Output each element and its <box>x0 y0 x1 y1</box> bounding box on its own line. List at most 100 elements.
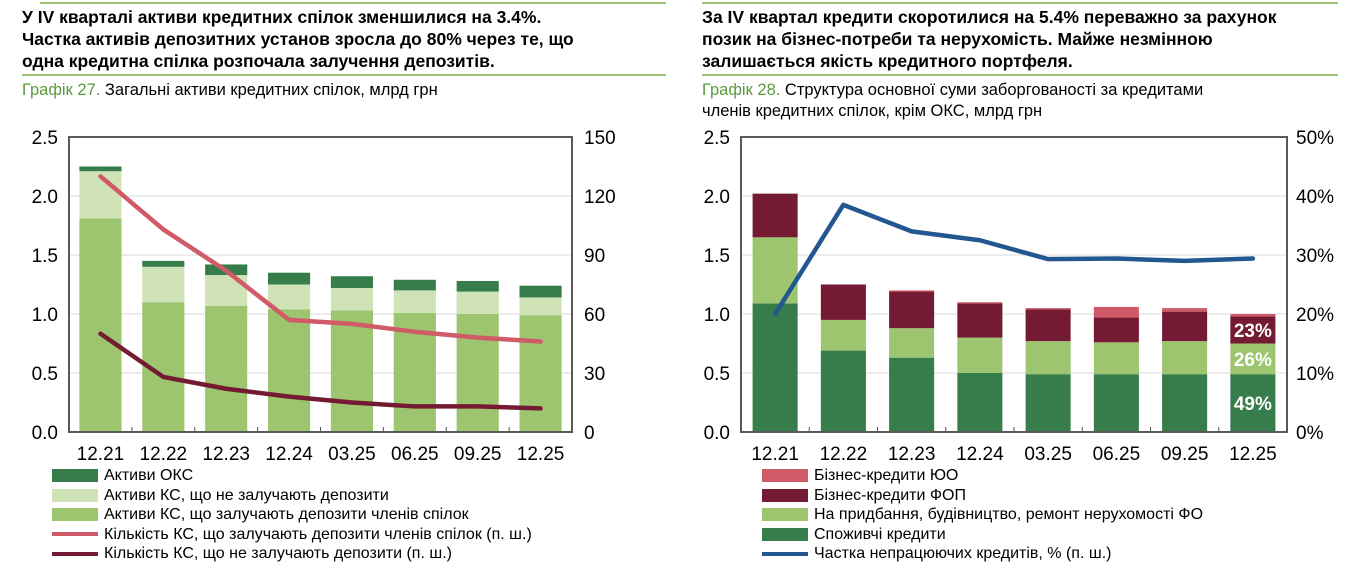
headline-line: У IV кварталі активи кредитних спілок зм… <box>22 7 542 27</box>
bar-segment <box>1093 317 1139 343</box>
bar-segment <box>1230 374 1276 432</box>
bar-segment <box>519 315 562 432</box>
x-tick-label: 12.23 <box>202 444 250 465</box>
plot-frame <box>740 136 1288 433</box>
headline-line: залишається якість кредитного портфеля. <box>702 51 1073 71</box>
caption-number: Графік 27. <box>22 81 101 99</box>
x-tick-label: 06.25 <box>391 444 439 465</box>
bar-segment <box>1025 309 1071 342</box>
legend-swatch <box>52 488 98 502</box>
bar-segment <box>1025 341 1071 375</box>
bar-segment <box>267 272 311 285</box>
legend-label: Частка непрацюючих кредитів, % (п. ш.) <box>814 545 1112 562</box>
bar-segment <box>957 303 1003 338</box>
bar-segment <box>889 328 935 358</box>
series-line <box>98 331 543 411</box>
bar-segment <box>957 302 1003 304</box>
headline-line: За IV квартал кредити скоротилися на 5.4… <box>702 7 1277 27</box>
bar-segment <box>393 290 436 313</box>
bar-segment <box>820 350 866 432</box>
y-tick-label: 0.5 <box>32 364 58 385</box>
bar-segment <box>1162 308 1208 312</box>
legend-item: Бізнес-кредити ЮО <box>762 466 1203 486</box>
x-tick-label: 12.24 <box>956 444 1004 465</box>
x-tick-label: 03.25 <box>328 444 376 465</box>
y-tick-label: 1.0 <box>32 305 58 326</box>
series-line <box>98 174 543 344</box>
bar-segment <box>330 310 374 432</box>
y2-tick-label: 50% <box>1296 128 1334 149</box>
left-caption: Графік 27. Загальні активи кредитних спі… <box>22 80 438 101</box>
bar-segment <box>1093 342 1139 375</box>
x-tick-label: 12.21 <box>751 444 799 465</box>
bar-segment <box>1230 343 1276 375</box>
y-tick-label: 1.5 <box>32 246 58 267</box>
bar-segment <box>142 260 185 267</box>
bar-segment <box>889 357 935 432</box>
bar-segment <box>456 314 499 432</box>
y-tick-label: 2.5 <box>704 128 730 149</box>
legend-label: Споживчі кредити <box>814 525 946 543</box>
y-tick-label: 2.5 <box>32 128 58 149</box>
y-tick-label: 1.5 <box>704 246 730 267</box>
bar-segment <box>752 193 798 238</box>
bar-segment <box>267 284 311 310</box>
bar-segment <box>1162 374 1208 432</box>
legend-label: Кількість КС, що залучають депозити член… <box>104 525 532 543</box>
bar-segment <box>393 279 436 291</box>
legend-swatch <box>52 508 98 522</box>
y2-tick-label: 30 <box>584 364 605 385</box>
bar-segment <box>79 218 122 432</box>
bar-segment <box>820 319 866 351</box>
loans-legend: Бізнес-кредити ЮО Бізнес-кредити ФОП На пр… <box>762 466 1203 564</box>
bar-segment <box>267 309 311 432</box>
legend-label: Кількість КС, що не залучають депозити (… <box>104 545 452 562</box>
x-tick-label: 12.24 <box>265 444 313 465</box>
y2-tick-label: 10% <box>1296 364 1334 385</box>
legend-line-icon <box>52 532 98 537</box>
right-headline: За IV квартал кредити скоротилися на 5.4… <box>702 6 1276 72</box>
assets-chart: 0.0 0 0.5 30 1.0 60 1.5 90 2.0 120 2.5 150 12.21 12.2… <box>32 128 616 465</box>
legend-swatch <box>762 527 808 541</box>
y2-tick-label: 90 <box>584 246 605 267</box>
bar-segment <box>142 266 185 303</box>
y-tick-label: 1.0 <box>704 305 730 326</box>
data-label: 26% <box>1234 350 1272 371</box>
headline-line: позик на бізнес-потреби та нерухомість. … <box>702 29 1213 49</box>
y-tick-label: 0.0 <box>32 423 58 444</box>
y-tick-label: 0.0 <box>704 423 730 444</box>
y2-tick-label: 0 <box>584 423 595 444</box>
bar-segment <box>820 284 866 320</box>
legend-item: Кількість КС, що не залучають депозити (… <box>52 544 532 564</box>
caption-text: членів кредитних спілок, крім ОКС, млрд … <box>702 102 1043 120</box>
y2-tick-label: 40% <box>1296 187 1334 208</box>
x-tick-label: 03.25 <box>1024 444 1072 465</box>
y2-tick-label: 150 <box>584 128 616 149</box>
legend-item: На придбання, будівництво, ремонт нерухо… <box>762 505 1203 525</box>
caption-number: Графік 28. <box>702 81 781 99</box>
bar-segment <box>957 373 1003 432</box>
bar-segment <box>1230 316 1276 344</box>
legend-label: Бізнес-кредити ЮО <box>814 467 959 484</box>
headline-line: одна кредитна спілка розпочала залучення… <box>22 51 495 71</box>
legend-item: Споживчі кредити <box>762 525 1203 545</box>
y2-tick-label: 20% <box>1296 305 1334 326</box>
y2-tick-label: 0% <box>1296 423 1324 444</box>
x-tick-label: 12.25 <box>517 444 565 465</box>
bar-segment <box>205 305 248 432</box>
bar-segment <box>330 288 374 311</box>
bar-segment <box>79 166 122 172</box>
bar-segment <box>1025 308 1071 310</box>
y-tick-label: 2.0 <box>704 187 730 208</box>
y-tick-label: 0.5 <box>704 364 730 385</box>
y2-tick-label: 30% <box>1296 246 1334 267</box>
legend-label: На придбання, будівництво, ремонт нерухо… <box>814 506 1204 523</box>
x-tick-label: 09.25 <box>1161 444 1209 465</box>
caption-text: Загальні активи кредитних спілок, млрд г… <box>100 81 438 99</box>
legend-item: Кількість КС, що залучають депозити член… <box>52 525 532 545</box>
bar-segment <box>889 291 935 329</box>
bar-segment <box>1162 311 1208 342</box>
legend-line-icon <box>762 551 808 556</box>
bar-segment <box>889 290 935 292</box>
bar-segment <box>1162 341 1208 375</box>
